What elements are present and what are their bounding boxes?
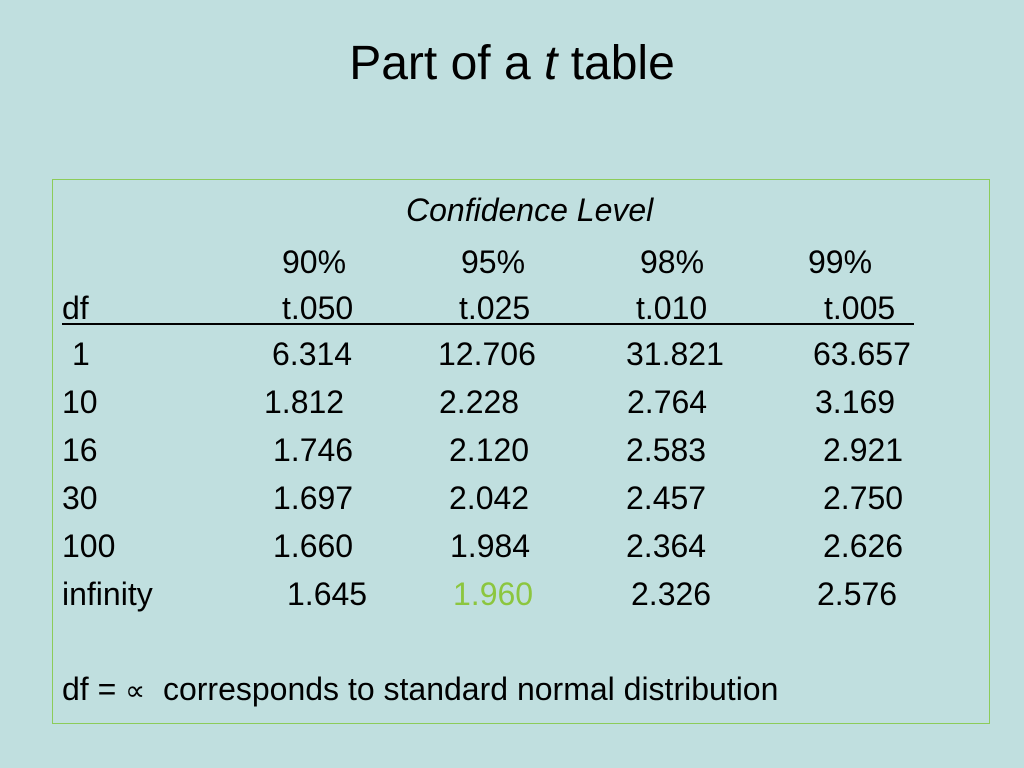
- title-suffix: table: [570, 37, 675, 90]
- footnote-prefix: df =: [62, 671, 117, 707]
- t-value-cell: 1.984: [450, 528, 531, 564]
- t-header-025: t.025: [459, 290, 531, 326]
- t-value-cell: 1.812: [264, 384, 345, 420]
- proportional-icon: ∝: [125, 675, 146, 706]
- footnote-text: corresponds to standard normal distribut…: [162, 671, 779, 707]
- t-value-cell: 2.921: [823, 432, 904, 468]
- confidence-98: 98%: [640, 244, 705, 280]
- title-italic-letter: t: [544, 37, 558, 90]
- t-value-cell: 2.576: [817, 576, 898, 612]
- footnote: df = ∝ corresponds to standard normal di…: [62, 669, 778, 711]
- df-column-header: df: [62, 290, 89, 326]
- title-prefix: Part of a: [349, 37, 531, 90]
- t-value-cell: 2.042: [449, 480, 530, 516]
- header-underline: [62, 323, 914, 325]
- t-value-cell: 1.645: [287, 576, 368, 612]
- df-value-10: 10: [62, 384, 98, 420]
- t-value-cell: 2.626: [823, 528, 904, 564]
- df-value-100: 100: [62, 528, 116, 564]
- t-header-005: t.005: [824, 290, 896, 326]
- t-value-cell: 1.697: [273, 480, 354, 516]
- confidence-99: 99%: [808, 244, 873, 280]
- df-value-16: 16: [62, 432, 98, 468]
- t-table-box: [52, 179, 990, 724]
- t-header-010: t.010: [636, 290, 708, 326]
- t-value-cell: 2.326: [631, 576, 712, 612]
- t-value-cell: 2.364: [626, 528, 707, 564]
- t-value-cell: 31.821: [626, 336, 724, 372]
- t-value-cell: 2.228: [439, 384, 520, 420]
- t-value-cell: 12.706: [438, 336, 536, 372]
- t-header-050: t.050: [282, 290, 354, 326]
- t-value-cell: 6.314: [272, 336, 353, 372]
- t-value-cell: 3.169: [815, 384, 896, 420]
- df-value-infinity: infinity: [62, 576, 153, 612]
- t-value-cell: 2.750: [823, 480, 904, 516]
- df-value-30: 30: [62, 480, 98, 516]
- confidence-90: 90%: [282, 244, 347, 280]
- df-value-1: 1: [72, 336, 90, 372]
- t-value-cell: 2.457: [626, 480, 707, 516]
- t-value-cell: 1.660: [273, 528, 354, 564]
- t-value-cell: 63.657: [813, 336, 911, 372]
- slide-title: Part of a t table: [0, 34, 1024, 94]
- t-value-cell: 2.764: [627, 384, 708, 420]
- t-value-cell: 2.120: [449, 432, 530, 468]
- confidence-level-header: Confidence Level: [406, 192, 654, 228]
- t-value-cell: 2.583: [626, 432, 707, 468]
- highlighted-z-value: 1.960: [453, 576, 534, 612]
- t-value-cell: 1.746: [273, 432, 354, 468]
- confidence-95: 95%: [461, 244, 526, 280]
